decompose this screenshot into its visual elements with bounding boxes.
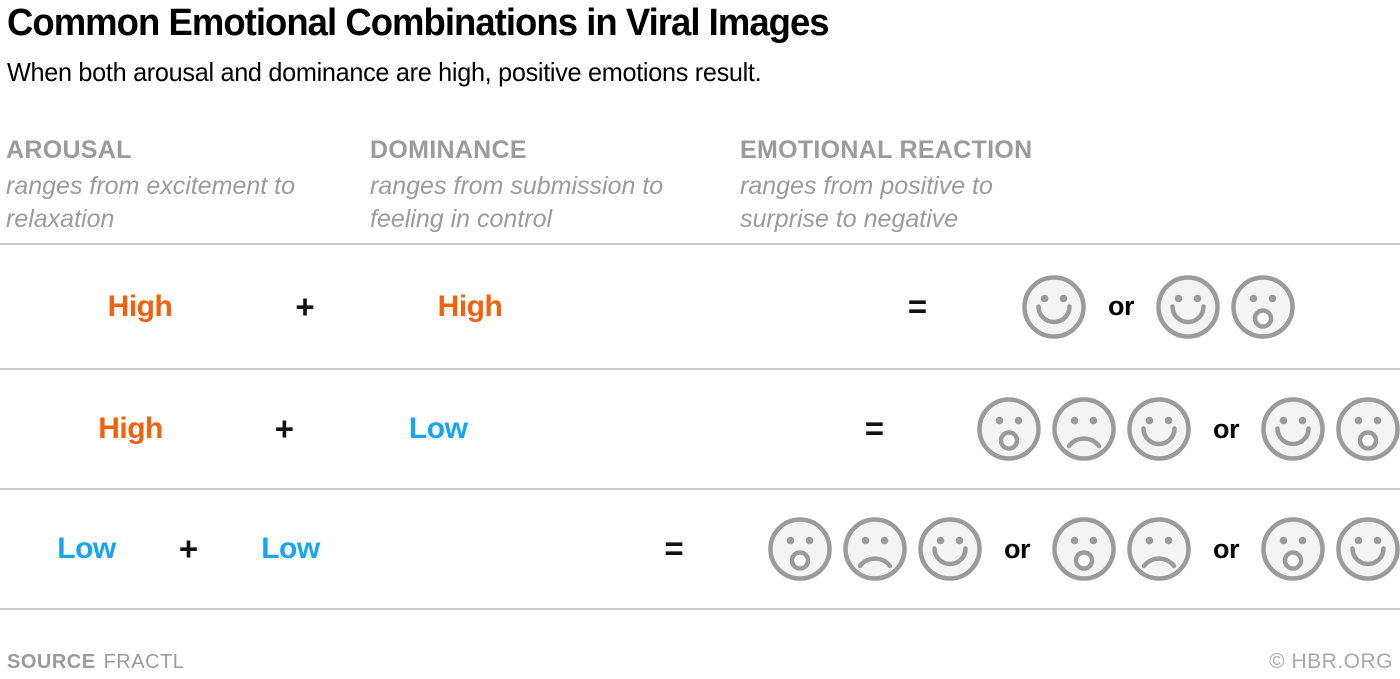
arousal-value: High — [107, 289, 173, 323]
plus-operator: + — [295, 287, 315, 325]
arousal-value: High — [98, 412, 163, 445]
source-line: SOURCE FRACTL — [7, 651, 184, 674]
surprised-face-icon — [1052, 517, 1116, 581]
face-group — [1022, 274, 1086, 339]
arousal-value: Low — [57, 532, 116, 565]
table-row: Low + Low = or or — [0, 490, 1400, 610]
reaction-faces: or — [1022, 274, 1295, 339]
column-label: DOMINANCE — [370, 136, 527, 164]
surprised-face-icon — [1261, 517, 1325, 581]
face-group — [1261, 517, 1400, 581]
frowning-face-icon — [1052, 397, 1116, 461]
column-headers: AROUSAL ranges from excitement to relaxa… — [0, 136, 1400, 241]
or-label: or — [1108, 291, 1135, 321]
source-label: SOURCE — [7, 651, 96, 673]
equals-operator: = — [864, 410, 884, 447]
or-label: or — [1212, 413, 1240, 444]
face-group — [1052, 517, 1191, 581]
dominance-value: High — [437, 289, 503, 323]
surprised-face-icon — [1231, 274, 1295, 339]
combinations-table: High + High = or High + Low = or Low + L… — [0, 243, 1400, 610]
equals-operator: = — [664, 530, 684, 567]
dominance-value: Low — [408, 412, 468, 445]
smiley-face-icon — [1336, 517, 1400, 581]
column-label: EMOTIONAL REACTION — [740, 136, 1033, 164]
plus-operator: + — [274, 410, 294, 447]
surprised-face-icon — [768, 517, 832, 581]
column-description: ranges from excitement to relaxation — [6, 172, 296, 233]
column-description: ranges from submission to feeling in con… — [370, 172, 664, 233]
surprised-face-icon — [977, 397, 1041, 461]
smiley-face-icon — [1261, 397, 1325, 461]
face-group — [1261, 397, 1400, 461]
reaction-faces: or or — [768, 517, 1400, 581]
table-row: High + Low = or — [0, 370, 1400, 490]
column-header-dominance: DOMINANCE ranges from submission to feel… — [370, 136, 710, 236]
frowning-face-icon — [843, 517, 907, 581]
face-group — [977, 397, 1191, 461]
face-group — [768, 517, 982, 581]
source-value: FRACTL — [103, 651, 185, 673]
surprised-face-icon — [1336, 397, 1400, 461]
footer: SOURCE FRACTL © HBR.ORG — [0, 608, 1400, 679]
table-row: High + High = or — [0, 245, 1400, 370]
credit: © HBR.ORG — [1269, 650, 1393, 673]
page-subtitle: When both arousal and dominance are high… — [7, 57, 762, 87]
column-header-emotional-reaction: EMOTIONAL REACTION ranges from positive … — [740, 136, 1080, 236]
or-label: or — [1213, 533, 1240, 564]
column-description: ranges from positive to surprise to nega… — [740, 172, 993, 233]
column-header-arousal: AROUSAL ranges from excitement to relaxa… — [6, 136, 346, 236]
dominance-value: Low — [261, 532, 320, 565]
smiley-face-icon — [1022, 274, 1086, 339]
or-label: or — [1004, 533, 1031, 564]
smiley-face-icon — [918, 517, 982, 581]
frowning-face-icon — [1127, 517, 1191, 581]
reaction-faces: or — [977, 397, 1400, 461]
plus-operator: + — [178, 530, 199, 567]
smiley-face-icon — [1156, 274, 1220, 339]
column-label: AROUSAL — [6, 136, 132, 164]
page-title: Common Emotional Combinations in Viral I… — [7, 2, 830, 44]
face-group — [1156, 274, 1295, 339]
equals-operator: = — [907, 287, 928, 325]
smiley-face-icon — [1127, 397, 1191, 461]
